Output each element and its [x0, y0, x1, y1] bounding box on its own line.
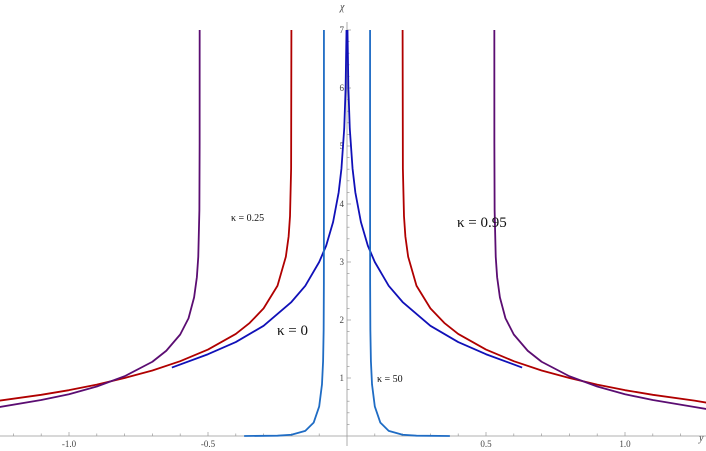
x-tick-label: 0.5 [480, 439, 492, 449]
y-tick-label: 6 [340, 83, 345, 93]
y-axis-label: χ [339, 2, 345, 13]
label-kappa-0.25: κ = 0.25 [231, 213, 265, 224]
curve-0-left [171, 29, 348, 369]
x-tick-label: -0.5 [201, 439, 216, 449]
curve-50-right [369, 29, 450, 437]
y-tick-label: 2 [340, 315, 345, 325]
curve-0.95-right [493, 29, 706, 410]
label-kappa-50: κ = 50 [377, 374, 403, 385]
curves [0, 29, 706, 437]
curve-0-right [346, 29, 523, 369]
label-kappa-0: κ = 0 [277, 323, 309, 339]
curve-0.25-left [0, 29, 293, 402]
x-tick-label: 1.0 [619, 439, 631, 449]
x-axis-label: y [698, 433, 704, 444]
curve-0.25-right [401, 29, 706, 404]
label-kappa-0.95: κ = 0.95 [457, 215, 507, 231]
y-tick-label: 7 [340, 25, 345, 35]
y-tick-label: 5 [340, 141, 345, 151]
curve-50-left [244, 29, 325, 437]
y-tick-label: 1 [340, 373, 345, 383]
curve-0.95-left [0, 29, 201, 408]
x-tick-label: -1.0 [62, 439, 77, 449]
y-tick-label: 3 [340, 257, 345, 267]
y-tick-label: 4 [340, 199, 345, 209]
